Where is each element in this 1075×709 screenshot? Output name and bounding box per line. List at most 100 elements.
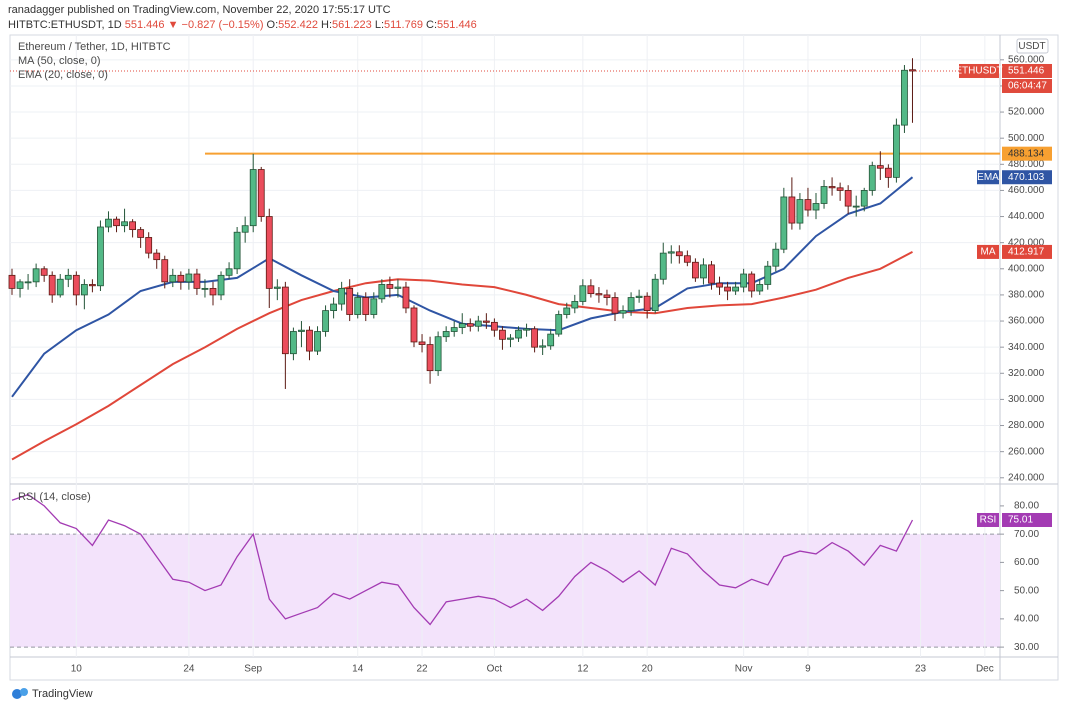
candle-body bbox=[732, 286, 739, 292]
x-tick-label: Sep bbox=[244, 664, 262, 675]
candle-body bbox=[370, 298, 378, 315]
candle-body bbox=[241, 225, 249, 233]
candle-body bbox=[555, 314, 563, 335]
y-tick-label: 400.000 bbox=[1008, 263, 1045, 274]
candle-body bbox=[80, 284, 88, 296]
candle-body bbox=[338, 287, 346, 305]
x-tick-label: Dec bbox=[976, 664, 994, 675]
price-badge bbox=[1002, 170, 1052, 185]
candle-body bbox=[547, 333, 555, 347]
candle-body bbox=[72, 274, 80, 296]
candle-body bbox=[804, 199, 812, 211]
rsi-tick-label: 60.00 bbox=[1014, 557, 1039, 568]
candle-body bbox=[105, 218, 112, 228]
y-tick-label: 440.000 bbox=[1008, 211, 1045, 222]
candle-body bbox=[692, 261, 699, 279]
candle-body bbox=[289, 331, 297, 355]
price-badge bbox=[1002, 146, 1052, 161]
candle-body bbox=[121, 221, 128, 227]
candle-body bbox=[16, 281, 24, 289]
countdown-badge bbox=[1002, 78, 1052, 93]
candle-body bbox=[137, 229, 145, 238]
y-tick-label: 500.000 bbox=[1008, 133, 1045, 144]
ohlc-value: 552.422 bbox=[278, 19, 318, 31]
candle-body bbox=[643, 295, 651, 311]
candle-body bbox=[724, 286, 731, 292]
candle-body bbox=[595, 293, 603, 296]
candle-body bbox=[233, 231, 241, 270]
price-badge-label: 412.917 bbox=[1008, 247, 1045, 258]
legend-ma: MA (50, close, 0) bbox=[18, 55, 101, 67]
y-tick-label: 240.000 bbox=[1008, 472, 1045, 483]
chart-frame bbox=[9, 34, 1059, 681]
candle-body bbox=[579, 285, 587, 302]
author-line: ranadagger published on TradingView.com,… bbox=[8, 4, 391, 16]
price-badge-label: 551.446 bbox=[1008, 66, 1045, 77]
candle-body bbox=[667, 251, 675, 254]
rsi-tick-label: 80.00 bbox=[1014, 501, 1039, 512]
overlay-line bbox=[11, 251, 913, 461]
candle-body bbox=[394, 286, 402, 289]
ohlc-value: 561.223 bbox=[332, 19, 372, 31]
candle-body bbox=[659, 252, 667, 280]
rsi-band bbox=[10, 534, 1000, 648]
candle-body bbox=[281, 286, 289, 355]
candle-body bbox=[89, 284, 96, 287]
candle-body bbox=[298, 329, 305, 332]
candle-body bbox=[346, 287, 354, 315]
price-badge-label: 470.103 bbox=[1008, 172, 1045, 183]
overlay-line bbox=[11, 176, 914, 398]
badge-tag bbox=[959, 63, 999, 78]
ohlc-value: 551.446 bbox=[437, 19, 477, 31]
candle-body bbox=[161, 259, 169, 283]
candle-body bbox=[748, 273, 756, 292]
badge-tag-label: EMA bbox=[977, 172, 999, 183]
x-tick-label: 12 bbox=[577, 664, 589, 675]
candle-body bbox=[611, 297, 619, 314]
candle-body bbox=[418, 341, 426, 345]
candle-body bbox=[884, 167, 892, 178]
candle-body bbox=[426, 344, 434, 372]
badge-tag bbox=[977, 512, 999, 527]
candle-body bbox=[756, 284, 764, 292]
candle-body bbox=[796, 199, 804, 224]
candle-body bbox=[64, 274, 72, 280]
candle-body bbox=[458, 323, 466, 328]
x-tick-label: 20 bbox=[642, 664, 654, 675]
candle-body bbox=[820, 186, 828, 204]
rsi-line bbox=[11, 493, 914, 626]
candle-body bbox=[450, 327, 458, 332]
candle-body bbox=[169, 274, 177, 283]
candle-body bbox=[627, 297, 635, 311]
price-badge bbox=[1002, 63, 1052, 78]
x-tick-label: Nov bbox=[735, 664, 753, 675]
y-tick-label: 340.000 bbox=[1008, 342, 1045, 353]
candle-body bbox=[788, 196, 796, 224]
candle-body bbox=[378, 284, 386, 300]
price-badge-label: 488.134 bbox=[1008, 148, 1045, 159]
price-badge-label: 75.01 bbox=[1008, 515, 1033, 526]
candle-body bbox=[507, 337, 514, 340]
rsi-tick-label: 70.00 bbox=[1014, 529, 1039, 540]
candle-body bbox=[563, 307, 571, 315]
candle-body bbox=[201, 287, 209, 290]
candle-body bbox=[852, 205, 860, 208]
badge-tag bbox=[977, 170, 999, 185]
change: −0.827 (−0.15%) bbox=[181, 19, 264, 31]
y-tick-label: 260.000 bbox=[1008, 446, 1045, 457]
candle-body bbox=[330, 303, 338, 311]
candle-body bbox=[901, 69, 908, 126]
candle-body bbox=[40, 268, 48, 276]
candle-body bbox=[466, 323, 474, 327]
candle-body bbox=[683, 255, 691, 263]
y-tick-label: 360.000 bbox=[1008, 316, 1045, 327]
candle-body bbox=[499, 329, 506, 340]
candle-body bbox=[322, 310, 329, 332]
ohlc-label: L: bbox=[374, 19, 385, 31]
candle-body bbox=[314, 331, 321, 352]
candle-body bbox=[619, 310, 627, 314]
candle-body bbox=[836, 187, 844, 191]
candle-body bbox=[24, 281, 32, 284]
badge-tag-label: ETHUSDT bbox=[955, 66, 1002, 77]
